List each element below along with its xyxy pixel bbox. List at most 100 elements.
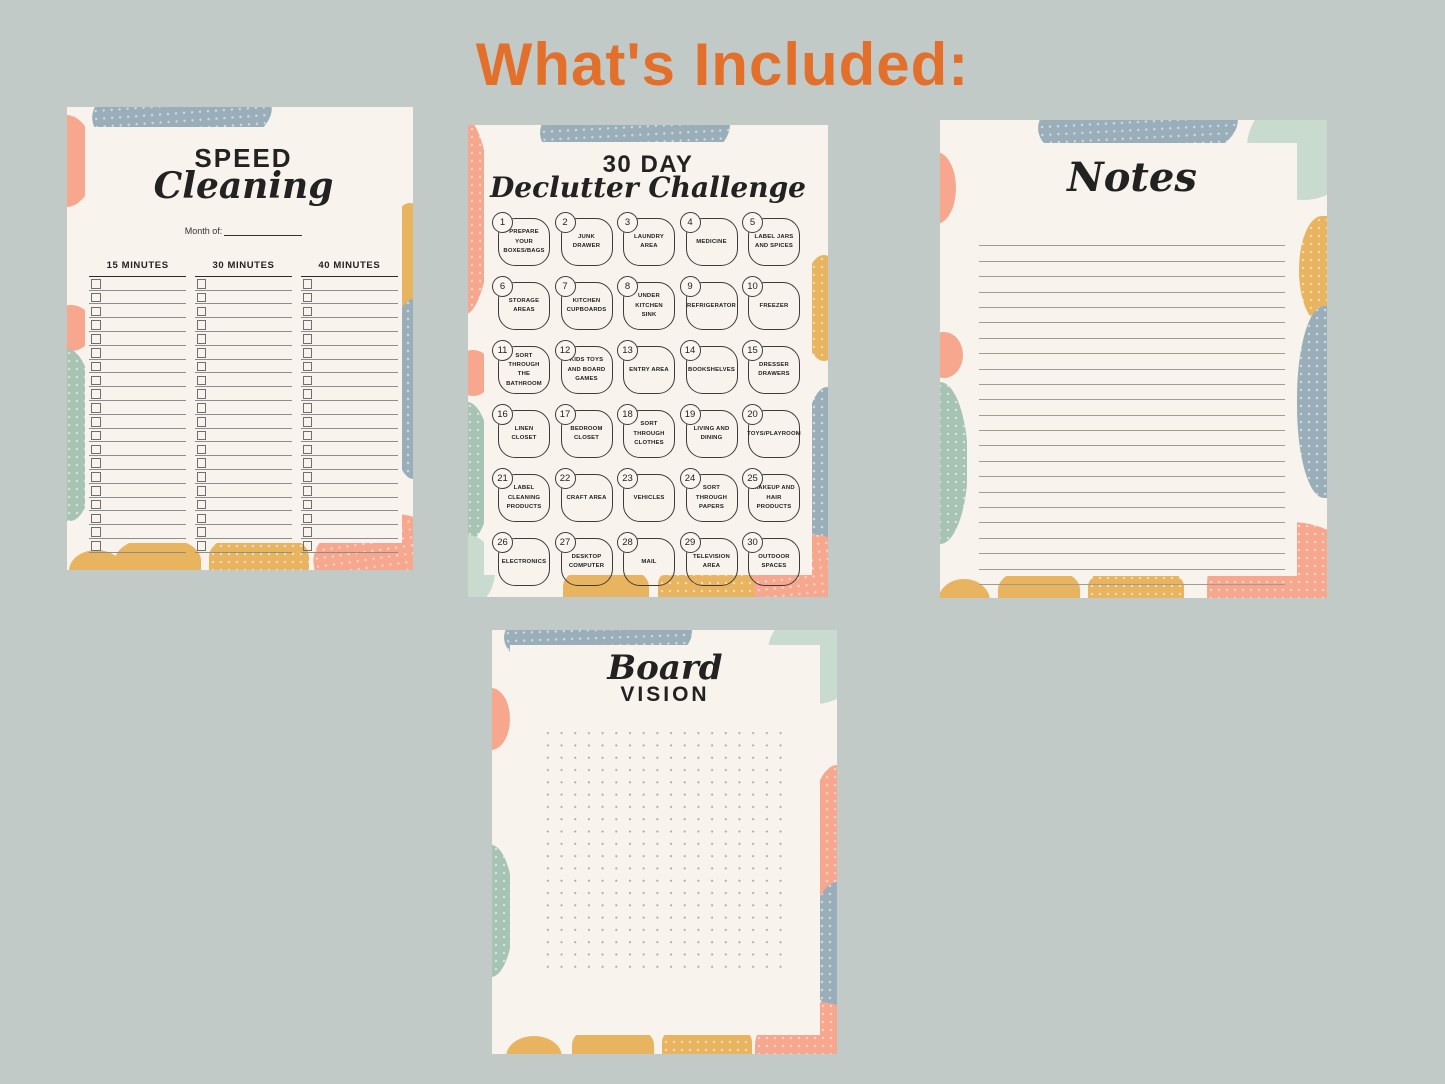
checklist-row xyxy=(194,429,293,443)
checkbox-icon xyxy=(91,306,101,317)
checklist-row xyxy=(194,539,293,553)
checklist-row xyxy=(300,318,398,332)
checklist-row xyxy=(194,346,293,360)
task-number-badge: 1 xyxy=(492,212,513,234)
ruled-line xyxy=(979,570,1285,585)
checklist-row xyxy=(300,387,398,401)
checklist-row xyxy=(89,498,187,512)
page-inner-panel: Board VISION xyxy=(510,645,820,1035)
task-cell: 23 VEHICLES xyxy=(617,468,675,523)
checkbox-icon xyxy=(302,361,313,372)
checklist-row xyxy=(300,525,398,539)
ruled-line xyxy=(979,523,1285,539)
checkbox-icon xyxy=(302,458,313,468)
checklist-row xyxy=(300,346,398,360)
checkbox-icon xyxy=(91,541,101,551)
leaf-decoration xyxy=(506,1036,562,1054)
task-label: MAKEUP AND HAIR PRODUCTS xyxy=(753,485,795,511)
checkbox-icon xyxy=(302,417,313,427)
card-vision-board: Board VISION xyxy=(492,630,837,1054)
task-label: REFRIGERATOR xyxy=(687,302,736,309)
task-number-badge: 26 xyxy=(492,532,513,554)
checklist-row xyxy=(300,442,398,457)
card-script-title: Board xyxy=(607,648,723,688)
task-number-badge: 2 xyxy=(554,212,576,234)
task-cell: 28 MAIL xyxy=(617,532,675,587)
checklist-row xyxy=(194,442,293,457)
checklist-row xyxy=(300,373,398,388)
ruled-line xyxy=(979,493,1285,509)
ruled-line xyxy=(979,477,1285,493)
checklist-row xyxy=(300,304,398,319)
checkbox-icon xyxy=(91,444,101,455)
ruled-line xyxy=(979,446,1285,462)
task-number-badge: 28 xyxy=(617,532,638,554)
checkbox-icon xyxy=(91,361,101,372)
ruled-line xyxy=(979,262,1285,278)
task-number-badge: 4 xyxy=(679,212,701,234)
task-cell: 29 TELEVISION AREA xyxy=(679,532,738,587)
task-number-badge: 14 xyxy=(679,340,701,362)
checkbox-icon xyxy=(196,499,207,510)
checkbox-icon xyxy=(91,486,101,496)
leaf-decoration xyxy=(115,538,201,570)
checkbox-icon xyxy=(302,486,313,496)
page-inner-panel: 30 DAY Declutter Challenge 1 PREPARE YOUR… xyxy=(484,142,812,587)
ruled-line xyxy=(979,508,1285,524)
task-cell: 22 CRAFT AREA xyxy=(554,468,613,523)
task-number-badge: 10 xyxy=(742,276,763,298)
task-number-badge: 16 xyxy=(492,404,513,426)
task-cell: 24 SORT THROUGH PAPERS xyxy=(679,468,738,523)
checklist-row xyxy=(194,360,293,374)
checkbox-icon xyxy=(91,320,101,330)
ruled-line xyxy=(979,539,1285,555)
task-label: SORT THROUGH CLOTHES xyxy=(633,421,665,447)
checklist-row xyxy=(300,498,398,512)
checklist-row xyxy=(300,456,398,470)
task-cell: 7 KITCHEN CUPBOARDS xyxy=(554,276,613,331)
checklist-column: 15 MINUTES xyxy=(89,260,187,553)
checklist-row xyxy=(194,291,293,305)
task-label: DESKTOP COMPUTER xyxy=(568,553,605,570)
checkbox-icon xyxy=(302,279,313,289)
task-cell: 30 OUTDOOR SPACES xyxy=(742,532,800,587)
task-cell: 27 DESKTOP COMPUTER xyxy=(554,532,613,587)
task-number-badge: 22 xyxy=(554,468,576,490)
declutter-task-grid: 1 PREPARE YOUR BOXES/BAGS 2 JUNK DRAWER 3 LAU… xyxy=(492,212,801,587)
ruled-line xyxy=(979,400,1285,416)
checkbox-icon xyxy=(302,541,313,551)
checklist-row xyxy=(194,415,293,429)
task-cell: 19 LIVING AND DINING xyxy=(679,404,738,459)
checklist-row xyxy=(300,291,398,305)
ruled-line xyxy=(979,323,1285,339)
checkbox-icon xyxy=(91,375,101,386)
checkbox-icon xyxy=(302,334,313,344)
task-number-badge: 18 xyxy=(617,404,638,426)
ruled-line xyxy=(979,354,1285,370)
task-number-badge: 11 xyxy=(492,340,513,362)
checkbox-icon xyxy=(196,389,207,399)
ruled-line xyxy=(979,385,1285,401)
checklist-row xyxy=(194,498,293,512)
checkbox-icon xyxy=(302,444,313,455)
task-label: JUNK DRAWER xyxy=(572,233,601,250)
ruled-line xyxy=(979,554,1285,570)
task-cell: 17 BEDROOM CLOSET xyxy=(554,404,613,459)
checkbox-icon xyxy=(196,430,207,441)
checkbox-icon xyxy=(196,403,207,413)
card-script-title: Cleaning xyxy=(153,165,334,207)
checklist-row xyxy=(194,318,293,332)
task-cell: 8 UNDER KITCHEN SINK xyxy=(617,276,675,331)
checkbox-icon xyxy=(196,541,207,551)
leaf-decoration xyxy=(1297,306,1327,498)
checkbox-icon xyxy=(91,499,101,510)
task-cell: 9 REFRIGERATOR xyxy=(679,276,738,331)
checkbox-icon xyxy=(196,292,207,303)
checklist-row xyxy=(194,401,293,415)
checklist-row xyxy=(194,387,293,401)
checkbox-icon xyxy=(196,375,207,386)
task-label: BEDROOM CLOSET xyxy=(570,425,603,442)
task-number-badge: 21 xyxy=(492,468,513,490)
checkbox-icon xyxy=(302,348,313,358)
